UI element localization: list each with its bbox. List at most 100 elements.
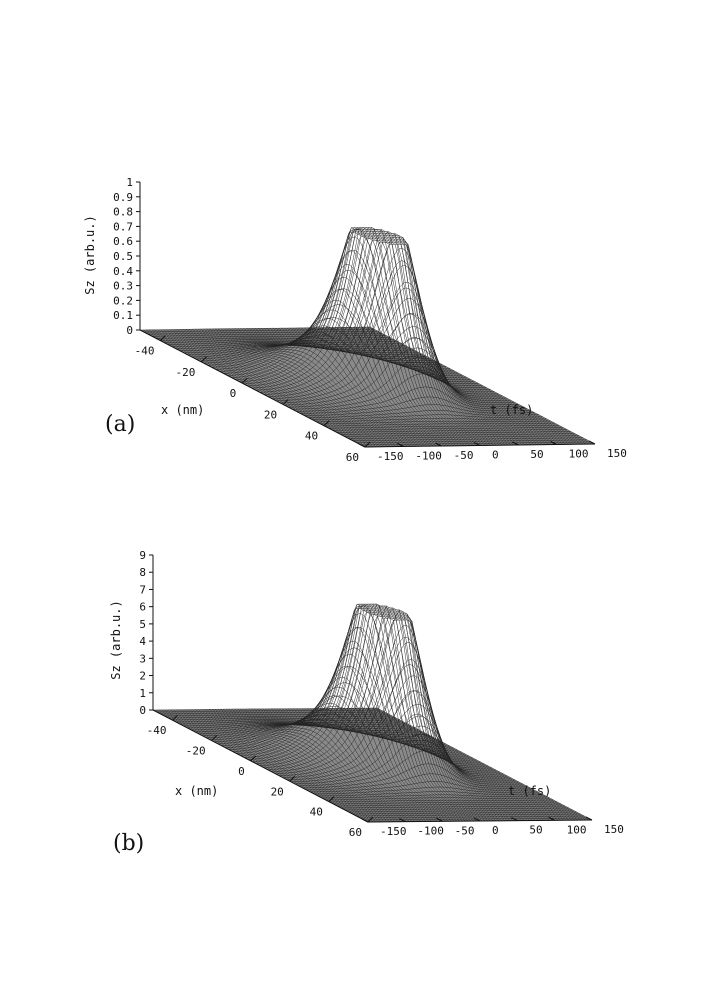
x-tick-mark: [172, 714, 178, 721]
t-tick-mark: [399, 818, 406, 823]
z-tick-label: 0.9: [113, 191, 133, 204]
t-tick-label: -100: [415, 450, 442, 463]
mesh-line-x: [208, 327, 439, 366]
x-axis-label: x (nm): [175, 784, 218, 798]
t-tick-mark: [435, 442, 442, 447]
z-tick-label: 7: [139, 583, 146, 596]
z-tick-label: 0.3: [113, 280, 133, 293]
x-tick-label: 40: [310, 806, 323, 819]
z-tick-label: 0.2: [113, 294, 133, 307]
panel-label: (b): [113, 831, 144, 856]
z-tick-label: 0.4: [113, 265, 133, 278]
mesh-line-x: [345, 807, 569, 811]
mesh-line-x: [271, 617, 496, 772]
mesh-line-x: [279, 636, 504, 776]
t-tick-label: 50: [529, 824, 542, 837]
z-tick-label: 0.8: [113, 206, 133, 219]
z-tick-label: 0.6: [113, 235, 133, 248]
mesh-line-x: [341, 805, 566, 809]
x-tick-label: -20: [186, 745, 206, 758]
mesh-line-x: [172, 342, 403, 347]
x-tick-label: 0: [238, 765, 245, 778]
x-axis-label: x (nm): [161, 403, 204, 417]
x-tick-label: 40: [305, 430, 318, 443]
mesh-line-x: [360, 815, 585, 819]
z-tick-label: 9: [139, 549, 146, 562]
t-tick-label: 100: [567, 823, 587, 836]
mesh-line-x: [300, 396, 531, 414]
z-tick-label: 0: [126, 324, 133, 337]
mesh-line-x: [356, 813, 581, 817]
t-tick-mark: [397, 443, 404, 447]
z-tick-label: 3: [139, 652, 146, 665]
mesh-line-x: [316, 417, 547, 423]
x-tick-label: -40: [135, 345, 155, 358]
x-tick-label: 60: [346, 451, 359, 464]
panel-label: (a): [105, 412, 135, 437]
t-axis-label: t (fs): [490, 403, 533, 417]
t-tick-label: -150: [380, 825, 407, 838]
t-tick-label: -50: [455, 824, 475, 837]
t-tick-label: -50: [454, 449, 474, 462]
z-tick-label: 0.7: [113, 220, 133, 233]
mesh-line-x: [325, 797, 550, 801]
z-tick-label: 0.1: [113, 309, 133, 322]
mesh-line-x: [229, 666, 454, 750]
x-tick-label: -40: [147, 724, 167, 737]
mesh-line-x: [275, 619, 500, 774]
mesh-line-x: [153, 707, 377, 711]
mesh-line-x: [220, 288, 451, 372]
mesh-line-x: [352, 437, 583, 441]
mesh-line-x: [268, 243, 499, 397]
mesh-line-x: [357, 439, 588, 444]
x-tick-label: 20: [264, 408, 277, 421]
surface-plot-a: 0 0.1 0.20.3 0.4 0.5 0.6 0.70.8 0.9 1 -40 -20 0 20 40…: [83, 176, 627, 464]
z-tick-label: 1: [126, 176, 133, 189]
x-tick-mark: [367, 816, 374, 823]
mesh-line-x: [340, 431, 571, 435]
mesh-line-x: [218, 706, 443, 744]
t-tick-mark: [512, 441, 519, 446]
mesh-line-x: [314, 786, 539, 795]
t-tick-mark: [358, 443, 366, 448]
mesh-line-x: [298, 750, 523, 787]
z-tick-label: 8: [139, 566, 146, 579]
mesh-line-x: [352, 811, 577, 815]
mesh-line-x: [202, 723, 427, 737]
mesh-line-x: [176, 343, 407, 349]
t-axis-label: t (fs): [508, 784, 551, 798]
x-tick-label: 60: [349, 826, 362, 839]
mesh-line-x: [310, 781, 535, 793]
x-tick-mark: [364, 441, 371, 448]
x-tick-mark: [282, 399, 289, 405]
mesh-line-x: [160, 337, 391, 341]
mesh-line-x: [295, 733, 520, 785]
t-tick-label: 0: [492, 824, 499, 837]
t-tick-mark: [473, 817, 481, 822]
x-tick-mark: [160, 335, 166, 341]
t-tick-mark: [585, 816, 593, 821]
mesh-line-x: [348, 435, 579, 439]
mesh-line-x: [337, 803, 562, 807]
x-tick-label: 20: [271, 785, 284, 798]
t-tick-mark: [588, 440, 596, 445]
mesh-line-x: [195, 724, 420, 733]
mesh-line-x: [292, 373, 523, 410]
mesh-line-x: [276, 287, 507, 402]
x-tick-mark: [211, 735, 217, 741]
mesh-line-x: [312, 414, 543, 421]
mesh-line-x: [164, 339, 395, 343]
x-tick-label: 0: [230, 387, 237, 400]
mesh-line-x: [333, 801, 558, 805]
mesh-line-x: [284, 337, 515, 406]
mesh-line-x: [200, 339, 431, 362]
mesh-line-x: [308, 410, 539, 418]
mesh-line-x: [156, 709, 381, 713]
mesh-line-x: [329, 799, 554, 803]
mesh-line-x: [206, 721, 431, 739]
mesh-line-x: [196, 342, 427, 360]
z-tick-label: 4: [139, 635, 146, 648]
mesh-line-x: [160, 711, 385, 715]
mesh-line-x: [280, 313, 511, 404]
x-tick-mark: [250, 755, 257, 762]
